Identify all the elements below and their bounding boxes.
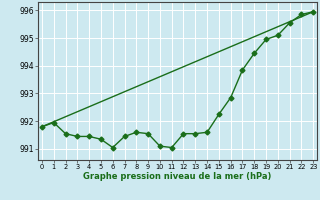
X-axis label: Graphe pression niveau de la mer (hPa): Graphe pression niveau de la mer (hPa) <box>84 172 272 181</box>
